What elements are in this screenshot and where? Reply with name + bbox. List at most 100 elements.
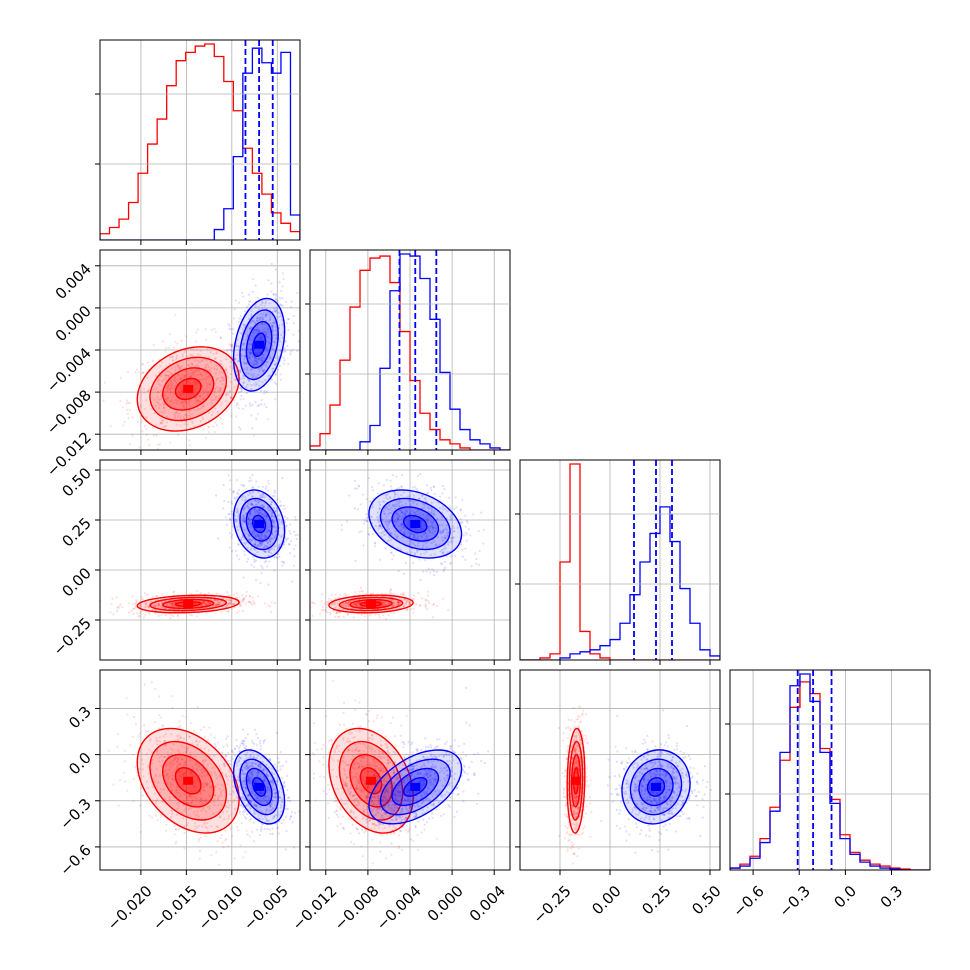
scatter-point (279, 500, 282, 503)
scatter-point (205, 603, 208, 606)
scatter-point (271, 325, 274, 328)
scatter-point (268, 543, 272, 546)
scatter-point (156, 396, 159, 399)
scatter-point (137, 735, 140, 738)
scatter-point (168, 387, 171, 391)
scatter-point (242, 323, 245, 326)
scatter-point (214, 604, 218, 607)
scatter-point (157, 443, 160, 446)
scatter-point (251, 495, 254, 498)
scatter-point (175, 813, 178, 816)
scatter-point (158, 756, 161, 759)
scatter-point (280, 534, 283, 537)
scatter-point (228, 601, 231, 605)
scatter-point (235, 478, 238, 482)
scatter-point (204, 798, 207, 801)
scatter-point (189, 806, 192, 810)
scatter-point (127, 611, 131, 614)
scatter-point (176, 615, 179, 618)
scatter-point (344, 601, 348, 604)
scatter-point (246, 557, 250, 560)
scatter-point (235, 739, 238, 742)
scatter-point (252, 330, 255, 333)
scatter-point (215, 368, 219, 371)
scatter-point (337, 615, 340, 618)
scatter-point (159, 417, 162, 420)
scatter-point (177, 414, 180, 417)
scatter-point (277, 812, 280, 815)
scatter-point (164, 797, 167, 800)
scatter-point (217, 603, 220, 606)
scatter-point (264, 516, 267, 519)
scatter-point (397, 600, 400, 604)
scatter-point (191, 364, 194, 367)
scatter-point (215, 396, 218, 399)
scatter-point (423, 524, 426, 527)
scatter-point (390, 598, 393, 602)
scatter-point (444, 536, 447, 540)
scatter-point (388, 504, 391, 507)
scatter-point (203, 747, 207, 750)
scatter-point (441, 551, 444, 555)
scatter-point (220, 363, 223, 366)
scatter-point (270, 510, 273, 513)
scatter-point (185, 420, 188, 423)
density-peak-red (183, 776, 194, 785)
scatter-point (377, 516, 380, 519)
x-tick-label: 0.0 (831, 882, 861, 912)
scatter-point (260, 359, 263, 362)
scatter-point (444, 566, 447, 569)
scatter-point (439, 550, 442, 553)
scatter-point (202, 404, 206, 408)
scatter-point (265, 545, 268, 548)
histogram-blue (730, 673, 930, 870)
scatter-point (254, 351, 257, 354)
scatter-point (265, 772, 268, 776)
scatter-point (242, 398, 245, 401)
scatter-point (428, 531, 432, 534)
scatter-point (353, 507, 356, 510)
scatter-point (291, 349, 294, 352)
scatter-point (170, 789, 173, 792)
scatter-point (278, 522, 281, 525)
scatter-point (219, 790, 223, 793)
scatter-point (164, 739, 167, 743)
scatter-point (168, 796, 171, 799)
scatter-point (209, 755, 212, 758)
scatter-point (158, 760, 161, 763)
scatter-point (384, 521, 387, 524)
scatter-point (254, 540, 257, 543)
scatter-point (449, 541, 452, 544)
scatter-point (258, 329, 261, 332)
scatter-point (119, 399, 122, 403)
scatter-point (242, 360, 246, 363)
scatter-point (390, 532, 393, 535)
scatter-point (230, 813, 233, 816)
scatter-point (389, 539, 393, 542)
scatter-point (425, 550, 428, 554)
scatter-point (231, 367, 234, 370)
scatter-point (161, 422, 164, 425)
scatter-point (258, 817, 261, 821)
scatter-point (176, 416, 179, 419)
scatter-point (162, 406, 166, 409)
scatter-point (370, 516, 373, 519)
scatter-point (193, 825, 197, 828)
scatter-point (183, 374, 186, 378)
scatter-point (252, 362, 255, 366)
scatter-point (221, 383, 224, 386)
scatter-point (431, 616, 435, 619)
scatter-point (251, 427, 254, 430)
scatter-point (280, 520, 283, 524)
scatter-point (221, 393, 224, 396)
scatter-point (263, 778, 266, 781)
scatter-point (176, 365, 180, 368)
scatter-point (242, 343, 245, 347)
scatter-point (176, 766, 179, 769)
scatter-point (256, 412, 259, 416)
scatter-point (185, 335, 188, 338)
scatter-point (400, 517, 403, 520)
scatter-point (293, 564, 296, 567)
scatter-point (252, 373, 255, 376)
scatter-point (261, 316, 264, 319)
